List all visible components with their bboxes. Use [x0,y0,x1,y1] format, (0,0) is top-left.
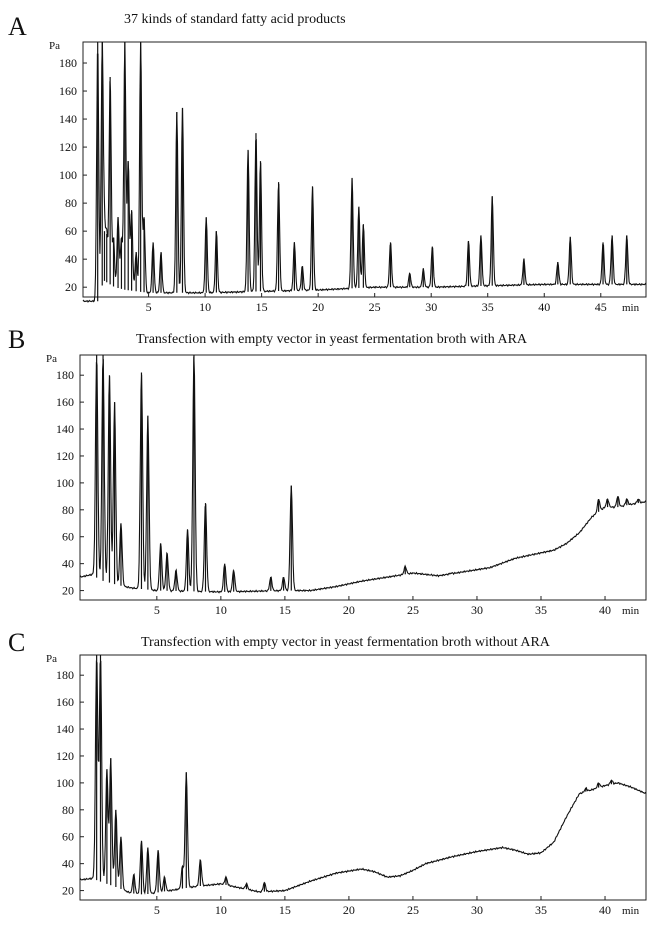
x-tick-label: 5 [146,300,152,314]
chromatogram-trace [79,356,647,594]
x-tick-label: 30 [471,603,483,617]
x-tick-label: 30 [471,903,483,917]
y-tick-label: 80 [62,503,74,517]
panel-c: C Transfection with empty vector in yeas… [0,630,654,925]
y-tick-label: 80 [62,803,74,817]
y-tick-label: 160 [56,695,74,709]
x-tick-label: 20 [343,903,355,917]
x-tick-label: 5 [154,603,160,617]
y-tick-label: 40 [62,857,74,871]
y-tick-label: 100 [56,476,74,490]
y-tick-label: 100 [59,168,77,182]
chromatogram-chart: 20 40 60 80 100 120 140 160 180 Pa 5 10 15 20 25 30 35 40… [46,653,647,917]
plot-frame [79,654,647,901]
x-tick-label: 35 [535,903,547,917]
x-tick-label: 30 [425,300,437,314]
x-tick-label: 25 [407,603,419,617]
y-tick-label: 20 [62,584,74,598]
x-tick-label: 40 [538,300,550,314]
y-tick-label: 60 [62,530,74,544]
y-tick-label: 120 [56,449,74,463]
y-axis-label: Pa [46,353,57,365]
y-tick-label: 180 [56,668,74,682]
x-tick-label: 25 [369,300,381,314]
x-axis-unit-label: min [622,905,640,917]
y-axis-label: Pa [46,653,57,665]
y-tick-label: 140 [59,112,77,126]
x-tick-label: 15 [256,300,268,314]
y-tick-label: 140 [56,722,74,736]
panel-letter: A [8,12,27,41]
y-tick-label: 20 [62,884,74,898]
panel-a: A 37 kinds of standard fatty acid produc… [0,0,654,314]
x-axis-unit-label: min [622,605,640,617]
panel-letter: B [8,325,26,354]
x-tick-label: 20 [312,300,324,314]
x-tick-label: 10 [215,603,227,617]
y-tick-label: 120 [56,749,74,763]
plot-frame [82,41,647,298]
x-tick-label: 5 [154,903,160,917]
y-tick-label: 120 [59,140,77,154]
x-tick-label: 10 [215,903,227,917]
x-tick-label: 40 [599,903,611,917]
x-tick-label: 35 [482,300,494,314]
y-tick-label: 40 [62,557,74,571]
y-tick-label: 160 [59,84,77,98]
x-tick-label: 15 [279,603,291,617]
y-tick-label: 20 [65,280,77,294]
panel-b: B Transfection with empty vector in yeas… [0,325,654,625]
panel-title: 37 kinds of standard fatty acid products [124,12,346,27]
y-tick-label: 180 [59,56,77,70]
panel-letter: C [8,628,26,657]
x-axis-unit-label: min [622,302,640,314]
x-tick-label: 25 [407,903,419,917]
panel-title: Transfection with empty vector in yeast … [141,635,550,650]
x-tick-label: 35 [535,603,547,617]
plot-frame [79,354,647,601]
chromatogram-trace [79,660,647,895]
y-tick-label: 60 [62,830,74,844]
y-axis-label: Pa [49,40,60,52]
x-tick-label: 10 [199,300,211,314]
x-tick-label: 15 [279,903,291,917]
y-tick-label: 80 [65,196,77,210]
y-tick-label: 40 [65,252,77,266]
chromatogram-chart: 20 40 60 80 100 120 140 160 180 Pa 5 10 15 20 25 30 35 40… [46,353,647,617]
panel-title: Transfection with empty vector in yeast … [136,332,528,347]
y-tick-label: 140 [56,422,74,436]
x-tick-label: 45 [595,300,607,314]
y-tick-label: 180 [56,368,74,382]
x-tick-label: 40 [599,603,611,617]
y-tick-label: 100 [56,776,74,790]
y-tick-label: 160 [56,395,74,409]
y-tick-label: 60 [65,224,77,238]
x-tick-label: 20 [343,603,355,617]
chromatogram-trace [82,41,647,303]
chromatogram-chart: 20 40 60 80 100 120 140 160 180 Pa 5 10 15 20 25 30 35 40… [49,40,647,314]
